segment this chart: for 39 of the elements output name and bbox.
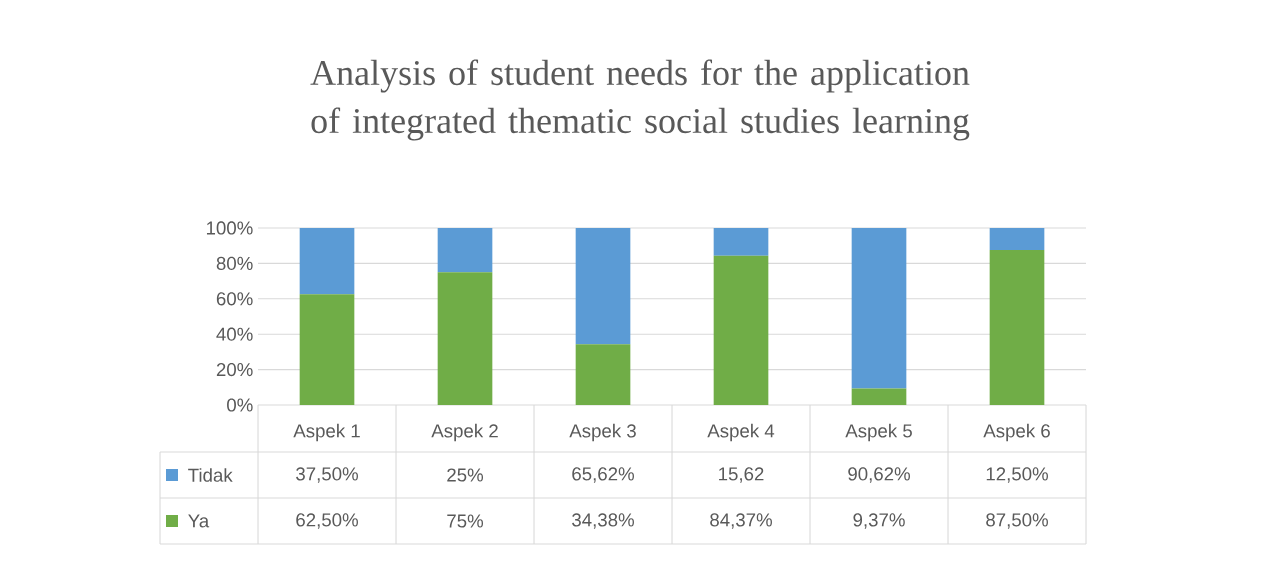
bar bbox=[575, 228, 631, 345]
bar bbox=[713, 228, 769, 256]
x-tick-label: Aspek 5 bbox=[845, 423, 912, 442]
y-tick-label: 0% bbox=[227, 398, 253, 412]
data-label: 65,62% bbox=[572, 467, 634, 483]
bar bbox=[299, 228, 355, 295]
y-tick-label: 100% bbox=[206, 221, 253, 235]
x-tick-label: Aspek 1 bbox=[293, 423, 360, 442]
bar bbox=[851, 388, 907, 405]
y-tick-label: 40% bbox=[216, 327, 253, 341]
legend-label: Tidak bbox=[188, 468, 233, 482]
y-tick-label: 80% bbox=[216, 256, 253, 271]
y-tick-label: 60% bbox=[216, 292, 253, 306]
data-label: 62,50% bbox=[296, 513, 358, 529]
bar bbox=[299, 294, 355, 405]
x-tick-label: Aspek 6 bbox=[983, 423, 1050, 442]
data-label: 15,62 bbox=[719, 467, 764, 483]
x-tick-label: Aspek 2 bbox=[431, 423, 498, 442]
bar bbox=[989, 228, 1045, 251]
chart-title: Analysis of student needs for the application of integrated thematic social studies learning bbox=[310, 59, 970, 141]
data-label: 84,37% bbox=[710, 513, 772, 529]
x-tick-label: Aspek 3 bbox=[569, 423, 636, 442]
data-label: 34,38% bbox=[572, 513, 634, 529]
data-label: 12,50% bbox=[986, 467, 1048, 483]
data-label: 25% bbox=[447, 468, 484, 482]
bar bbox=[437, 272, 493, 405]
data-label: 87,50% bbox=[986, 513, 1048, 529]
y-tick-label: 20% bbox=[216, 362, 253, 377]
data-label: 9,37% bbox=[853, 513, 905, 529]
data-label: 90,62% bbox=[848, 467, 910, 483]
bar bbox=[575, 344, 631, 405]
x-tick-label: Aspek 4 bbox=[707, 423, 775, 442]
data-label: 37,50% bbox=[296, 467, 358, 483]
bar bbox=[713, 255, 769, 405]
bar bbox=[851, 228, 907, 389]
data-label: 75% bbox=[447, 514, 484, 528]
bar bbox=[989, 250, 1045, 405]
legend-label: Ya bbox=[188, 514, 210, 528]
bar bbox=[437, 228, 493, 273]
